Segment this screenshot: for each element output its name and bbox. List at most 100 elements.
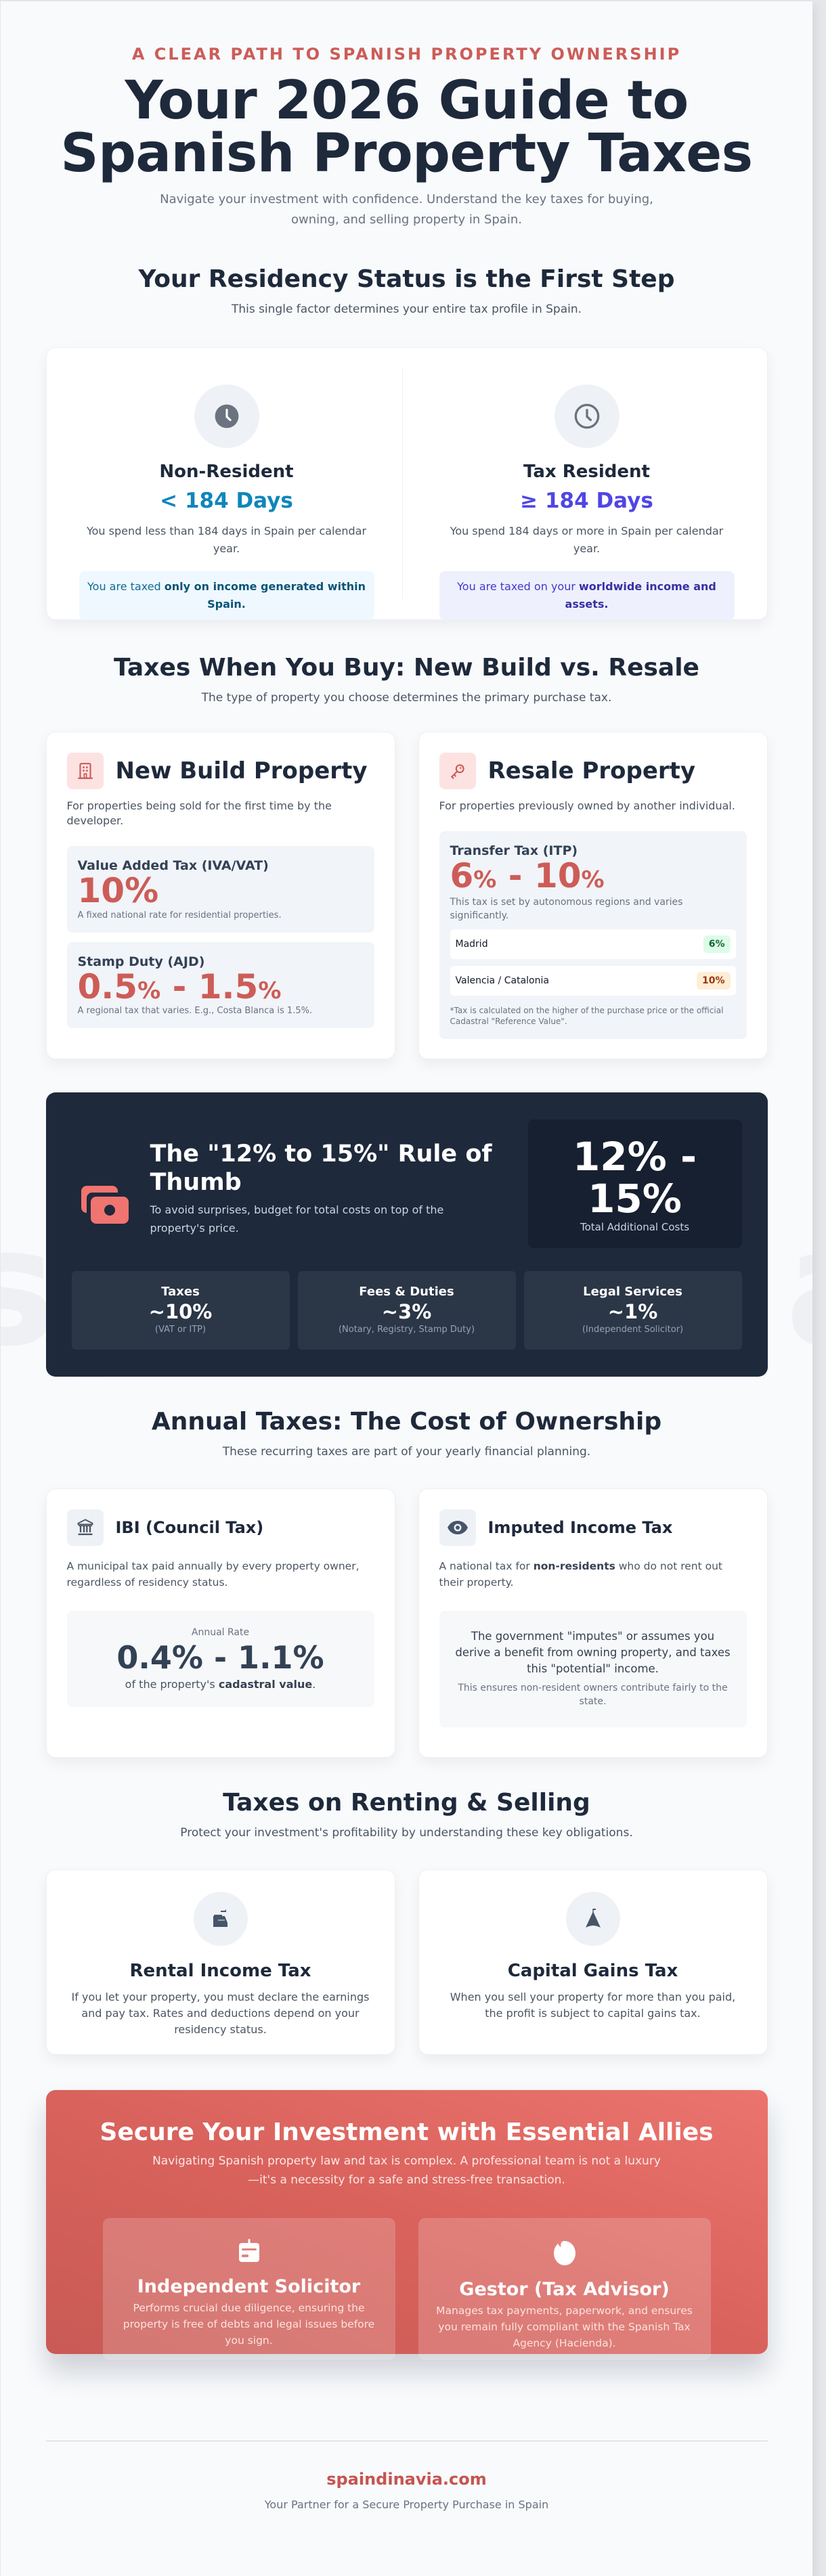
vat-box: Value Added Tax (IVA/VAT) 10% A fixed na… <box>66 846 374 933</box>
new-build-card: New Build Property For properties being … <box>45 732 395 1059</box>
rental-desc: If you let your property, you must decla… <box>71 1991 370 2036</box>
key-icon <box>439 753 476 789</box>
annual-title: Annual Taxes: The Cost of Ownership <box>151 1408 662 1436</box>
imputed-explainer-sub: This ensures non-resident owners contrib… <box>458 1683 728 1707</box>
non-resident-note: You are taxed only on income generated w… <box>79 571 374 620</box>
new-build-desc: For properties being sold for the first … <box>66 799 332 827</box>
tax-resident-note: You are taxed on your worldwide income a… <box>439 571 735 620</box>
cost-item-sub: (Notary, Registry, Stamp Duty) <box>338 1325 475 1335</box>
new-build-title: New Build Property <box>115 757 368 784</box>
rule-desc: To avoid surprises, budget for total cos… <box>150 1203 444 1235</box>
cost-item-legal: Legal Services ~1% (Independent Solicito… <box>523 1271 742 1350</box>
buy-subtitle: The type of property you choose determin… <box>201 691 612 705</box>
page-title: Your 2026 Guide to Spanish Property Taxe… <box>46 74 768 180</box>
ibi-rate-label: Annual Rate <box>191 1627 250 1638</box>
buy-title: Taxes When You Buy: New Build vs. Resale <box>114 654 699 682</box>
gestor-desc: Manages tax payments, paperwork, and ens… <box>436 2305 693 2349</box>
annual-subtitle: These recurring taxes are part of your y… <box>222 1445 591 1459</box>
ibi-rate-box: Annual Rate 0.4% - 1.1% of the property'… <box>66 1611 374 1707</box>
rental-income-card: Rental Income Tax If you let your proper… <box>45 1869 395 2055</box>
ibi-title: IBI (Council Tax) <box>115 1518 264 1537</box>
stamp-duty-box: Stamp Duty (AJD) 0.5% - 1.5% A regional … <box>66 941 374 1028</box>
capital-gains-desc: When you sell your property for more tha… <box>450 1991 736 2020</box>
residency-section: Your Residency Status is the First Step … <box>45 265 768 620</box>
essential-allies-section: Secure Your Investment with Essential Al… <box>45 2090 768 2360</box>
itp-footnote: *Tax is calculated on the higher of the … <box>450 1005 724 1026</box>
tax-resident-days: ≥ 184 Days <box>520 489 653 513</box>
capital-gains-title: Capital Gains Tax <box>507 1961 678 1981</box>
non-resident-column: Non-Resident < 184 Days You spend less t… <box>47 348 407 620</box>
buy-taxes-section: Taxes When You Buy: New Build vs. Resale… <box>45 654 768 1059</box>
vat-name: Value Added Tax (IVA/VAT) <box>77 858 269 873</box>
resale-title: Resale Property <box>487 757 696 784</box>
gestor-title: Gestor (Tax Advisor) <box>459 2279 670 2300</box>
resale-desc: For properties previously owned by anoth… <box>439 799 735 812</box>
imputed-income-card: Imputed Income Tax A national tax for no… <box>418 1488 768 1758</box>
cost-item-taxes: Taxes ~10% (VAT or ITP) <box>71 1271 290 1350</box>
residency-title: Your Residency Status is the First Step <box>138 265 675 293</box>
ibi-rate-note: of the property's cadastral value. <box>125 1677 316 1691</box>
tax-resident-title: Tax Resident <box>523 462 650 482</box>
eye-icon <box>439 1509 476 1546</box>
rent-sell-subtitle: Protect your investment's profitability … <box>180 1826 633 1840</box>
tax-resident-column: Tax Resident ≥ 184 Days You spend 184 da… <box>407 348 767 620</box>
solicitor-desc: Performs crucial due diligence, ensuring… <box>123 2302 375 2347</box>
pie-chart-icon <box>418 2237 711 2269</box>
solicitor-title: Independent Solicitor <box>137 2276 361 2297</box>
non-resident-days: < 184 Days <box>160 489 293 513</box>
rent-sell-title: Taxes on Renting & Selling <box>223 1789 590 1817</box>
mailbox-icon <box>193 1892 248 1946</box>
ibi-card: IBI (Council Tax) A municipal tax paid a… <box>45 1488 395 1758</box>
solicitor-card: Independent Solicitor Performs crucial d… <box>102 2218 395 2360</box>
itp-rate: 6% - 10% <box>450 856 605 895</box>
region-name: Valencia / Catalonia <box>455 975 549 986</box>
imputed-explainer: The government "imputes" or assumes you … <box>455 1630 731 1675</box>
id-badge-icon <box>103 2237 395 2267</box>
stamp-duty-note: A regional tax that varies. E.g., Costa … <box>77 1006 313 1016</box>
imputed-explainer-box: The government "imputes" or assumes you … <box>439 1611 747 1727</box>
footer-brand-link[interactable]: spaindinavia.com <box>326 2470 487 2489</box>
hero-header: A CLEAR PATH TO SPANISH PROPERTY OWNERSH… <box>46 1 768 230</box>
stamp-duty-rate: 0.5% - 1.5% <box>77 967 282 1006</box>
ibi-rate: 0.4% - 1.1% <box>116 1639 324 1676</box>
total-costs-box: 12% -15% Total Additional Costs <box>527 1119 742 1248</box>
vat-rate: 10% <box>77 871 159 910</box>
cost-item-sub: (Independent Solicitor) <box>582 1325 684 1335</box>
annual-taxes-section: Annual Taxes: The Cost of Ownership Thes… <box>45 1408 768 1758</box>
cost-item-value: ~1% <box>607 1300 658 1323</box>
rule-title: The "12% to 15%" Rule of Thumb <box>150 1140 492 1196</box>
resale-card: Resale Property For properties previousl… <box>418 732 768 1059</box>
clock-filled-icon <box>194 384 259 448</box>
column-divider <box>401 368 403 599</box>
tax-resident-desc: You spend 184 days or more in Spain per … <box>450 525 724 555</box>
cost-item-value: ~10% <box>148 1300 213 1323</box>
title-line-1: Your 2026 Guide to <box>125 70 689 131</box>
capital-gains-card: Capital Gains Tax When you sell your pro… <box>418 1869 768 2055</box>
imputed-title: Imputed Income Tax <box>487 1518 673 1537</box>
allies-title: Secure Your Investment with Essential Al… <box>100 2118 714 2146</box>
cost-item-sub: (VAT or ITP) <box>154 1325 206 1335</box>
itp-name: Transfer Tax (ITP) <box>450 843 578 858</box>
ibi-desc: A municipal tax paid annually by every p… <box>66 1560 360 1589</box>
money-bills-icon <box>79 1184 133 1228</box>
imputed-desc: A national tax for non-residents who do … <box>439 1560 723 1589</box>
cost-item-fees: Fees & Duties ~3% (Notary, Registry, Sta… <box>297 1271 516 1350</box>
total-label: Total Additional Costs <box>580 1221 690 1233</box>
cost-item-title: Fees & Duties <box>359 1285 454 1299</box>
building-icon <box>66 753 104 789</box>
itp-note: This tax is set by autonomous regions an… <box>450 896 683 921</box>
note-bold: only on income generated within Spain. <box>164 580 366 610</box>
renting-selling-section: Taxes on Renting & Selling Protect your … <box>45 1789 768 2055</box>
note-prefix: You are taxed <box>87 580 165 593</box>
cost-item-title: Legal Services <box>583 1285 682 1299</box>
footer-tagline: Your Partner for a Secure Property Purch… <box>264 2498 549 2511</box>
non-resident-desc: You spend less than 184 days in Spain pe… <box>86 525 367 555</box>
itp-box: Transfer Tax (ITP) 6% - 10% This tax is … <box>439 831 747 1039</box>
hero-eyebrow: A CLEAR PATH TO SPANISH PROPERTY OWNERSH… <box>131 45 682 64</box>
region-rate-badge: 10% <box>696 971 731 990</box>
title-line-2: Spanish Property Taxes <box>60 123 753 184</box>
region-name: Madrid <box>455 938 488 950</box>
footer: spaindinavia.com Your Partner for a Secu… <box>45 2441 768 2576</box>
sailboat-icon <box>565 1892 620 1946</box>
